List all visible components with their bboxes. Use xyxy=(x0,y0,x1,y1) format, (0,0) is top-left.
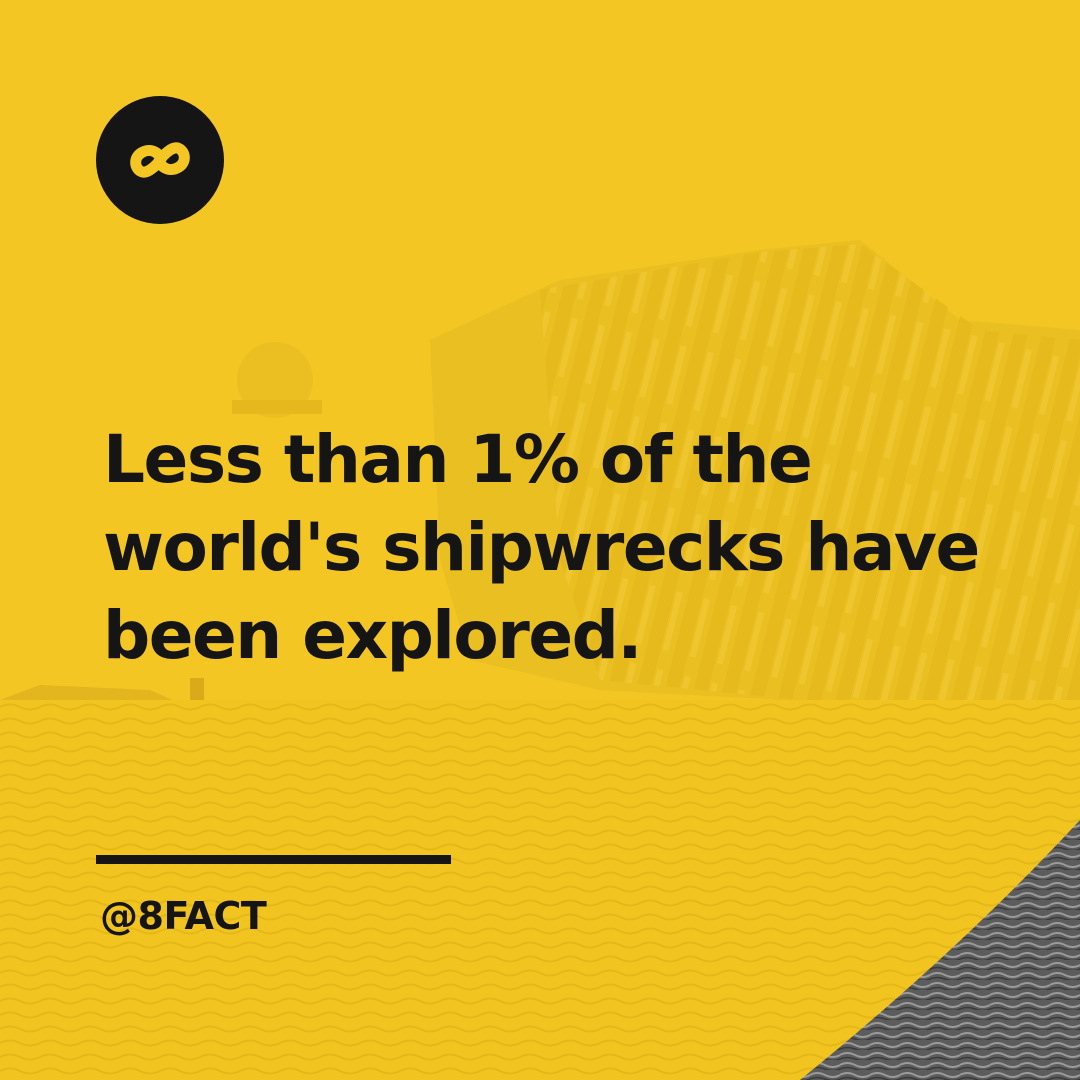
sea-corner-shape xyxy=(800,820,1080,1080)
brand-logo[interactable] xyxy=(96,96,224,224)
headline-line-3: been explored. xyxy=(103,597,642,674)
brand-handle[interactable]: @8FACT xyxy=(100,894,267,938)
headline-line-1: Less than 1% of the xyxy=(103,421,813,498)
radar-dome-shape xyxy=(237,342,313,418)
infinity-eight-icon xyxy=(130,142,190,178)
headline-line-2: world's shipwrecks have xyxy=(103,509,980,586)
divider-rule xyxy=(96,855,451,864)
fact-headline: Less than 1% of the world's shipwrecks h… xyxy=(103,416,1003,680)
